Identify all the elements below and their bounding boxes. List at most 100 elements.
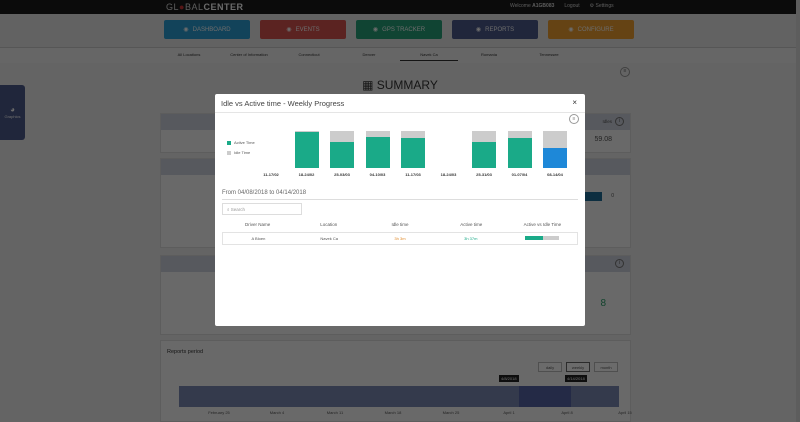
tooltip-end: 4/14/2018 — [565, 375, 587, 382]
idle-bar[interactable] — [294, 131, 319, 133]
location-tab[interactable]: Connecticut — [298, 52, 320, 57]
idle-bar[interactable] — [472, 131, 496, 143]
idle-bar[interactable] — [330, 131, 354, 143]
active-bar[interactable] — [365, 136, 390, 168]
bar-stack[interactable] — [543, 131, 567, 168]
search-icon: ⌕ — [227, 207, 230, 212]
chart-legend: Active Time Idle Time — [227, 140, 255, 160]
idle-bar[interactable] — [401, 131, 425, 138]
active-bar[interactable] — [294, 132, 319, 168]
timeline-tick: March 25 — [442, 410, 460, 415]
nav-gps-tracker[interactable]: ◉ GPS TRACKER — [356, 20, 442, 39]
timeline-tick: March 4 — [269, 410, 285, 415]
timeline-tick: April 1 — [503, 410, 515, 415]
weekly-button[interactable]: weekly — [566, 362, 590, 372]
timeline[interactable] — [179, 386, 619, 407]
nav-dashboard[interactable]: ◉ DASHBOARD — [164, 20, 250, 39]
location-tabs: All Locations Center of Information Connec… — [0, 47, 800, 63]
month-button[interactable]: month — [594, 362, 618, 372]
active-time: 3h 37m — [464, 236, 478, 241]
bar-stack[interactable] — [294, 131, 319, 168]
active-bar[interactable] — [507, 137, 532, 168]
bar-stack[interactable] — [330, 131, 354, 168]
active-bar[interactable] — [543, 147, 567, 168]
welcome-text: Welcome A1GB083 — [510, 3, 555, 9]
col-idle[interactable]: Idle time — [391, 222, 409, 227]
x-tick-label: 18-24/02 — [298, 172, 315, 177]
chart-menu-icon[interactable]: ≡ — [569, 114, 579, 124]
info-icon[interactable]: i — [615, 259, 624, 268]
modal-title: Idle vs Active time - Weekly Progress — [221, 99, 345, 108]
bar-stack[interactable] — [472, 131, 496, 168]
x-tick-label: 08-14/04 — [547, 172, 563, 177]
x-tick-label: 25-31/03 — [476, 172, 492, 177]
ratio-bar — [524, 236, 559, 240]
col-location[interactable]: Location — [320, 222, 338, 227]
daily-button[interactable]: daily — [538, 362, 562, 372]
legend-active[interactable]: Active Time — [227, 140, 255, 145]
col-driver[interactable]: Driver Name — [244, 222, 271, 227]
x-tick-label: 18-24/03 — [440, 172, 457, 177]
warning-icon: ◉ — [286, 27, 292, 33]
tooltip-start: 4/8/2018 — [499, 375, 519, 382]
reports-icon: ◉ — [475, 27, 482, 33]
location-tab[interactable]: Center of Information — [230, 52, 268, 57]
menu-icon[interactable]: ≡ — [620, 67, 630, 77]
graphics-button[interactable]: ◕ Graphics — [0, 85, 25, 140]
x-tick-label: 11-17/02 — [263, 172, 279, 177]
date-range: From 04/08/2018 to 04/14/2018 — [222, 190, 578, 200]
nav-events[interactable]: ◉ EVENTS — [260, 20, 346, 39]
bar-stack[interactable] — [507, 131, 532, 168]
reports-period-panel: Reports period daily weekly month 4/8/20… — [160, 340, 632, 422]
timeline-tick: March 18 — [384, 410, 402, 415]
weekly-progress-modal: Idle vs Active time - Weekly Progress × ≡… — [215, 94, 585, 326]
idle-bar[interactable] — [507, 131, 532, 138]
top-bar: GL●BALCENTER Welcome A1GB083 Logout ⚙ Sett… — [0, 0, 800, 14]
dashboard-icon: ◉ — [183, 27, 189, 33]
logout-link[interactable]: Logout — [564, 3, 580, 9]
bar-stack[interactable] — [401, 131, 425, 168]
location-tab[interactable]: Romania — [480, 52, 497, 57]
x-tick-label: 25-03/03 — [334, 172, 350, 177]
main-nav: ◉ DASHBOARD ◉ EVENTS ◉ GPS TRACKER ◉ REPORTS ◉ CO… — [0, 14, 800, 47]
scrollbar[interactable] — [796, 0, 800, 422]
graphics-icon: ◕ — [10, 105, 15, 114]
nav-configure[interactable]: ◉ CONFIGURE — [548, 20, 634, 39]
active-bar[interactable] — [472, 142, 496, 168]
x-tick-label: 01-07/04 — [511, 172, 528, 177]
table-header: Driver Name Location Idle time Active ti… — [222, 222, 578, 227]
nav-reports[interactable]: ◉ REPORTS — [452, 20, 538, 39]
active-bar[interactable] — [401, 137, 425, 168]
location-tab[interactable]: Navek Ca — [400, 52, 458, 61]
nav-label: DASHBOARD — [192, 26, 231, 33]
idle-bar[interactable] — [365, 131, 390, 137]
driver-name: A Bloen — [251, 236, 266, 241]
x-tick-label: 11-17/03 — [405, 172, 421, 177]
timeline-tick: February 25 — [208, 410, 230, 415]
active-bar[interactable] — [330, 142, 354, 168]
location-tab[interactable]: All Locations — [177, 52, 201, 57]
col-ratio[interactable]: Active vs Idle Time — [523, 222, 562, 227]
timeline-selection[interactable] — [519, 386, 571, 407]
legend-idle[interactable]: Idle Time — [227, 150, 255, 155]
idle-bar[interactable] — [543, 131, 567, 148]
location: Navek Ca — [320, 236, 338, 241]
x-tick-label: 04-10/03 — [369, 172, 386, 177]
settings-link[interactable]: ⚙ Settings — [589, 3, 614, 9]
table-row[interactable]: A Bloen Navek Ca 3h 3m 3h 37m — [222, 232, 578, 245]
nav-label: CONFIGURE — [577, 26, 614, 33]
timeline-tick: April 15 — [618, 410, 632, 415]
page-title: ▦ SUMMARY — [362, 78, 438, 92]
bar-stack[interactable] — [365, 131, 390, 168]
location-tab[interactable]: Denver — [362, 52, 376, 57]
map-pin-icon: ◉ — [372, 27, 379, 33]
info-icon[interactable]: i — [615, 117, 624, 126]
nav-label: REPORTS — [485, 26, 515, 33]
location-tab[interactable]: Tennessee — [539, 52, 559, 57]
logo: GL●BALCENTER — [166, 2, 244, 12]
close-icon[interactable]: × — [572, 98, 577, 107]
search-input[interactable]: ⌕ Search — [222, 203, 302, 215]
user-icon: ◉ — [568, 27, 574, 33]
timeline-tick: March 11 — [326, 410, 344, 415]
col-active[interactable]: Active time — [460, 222, 483, 227]
